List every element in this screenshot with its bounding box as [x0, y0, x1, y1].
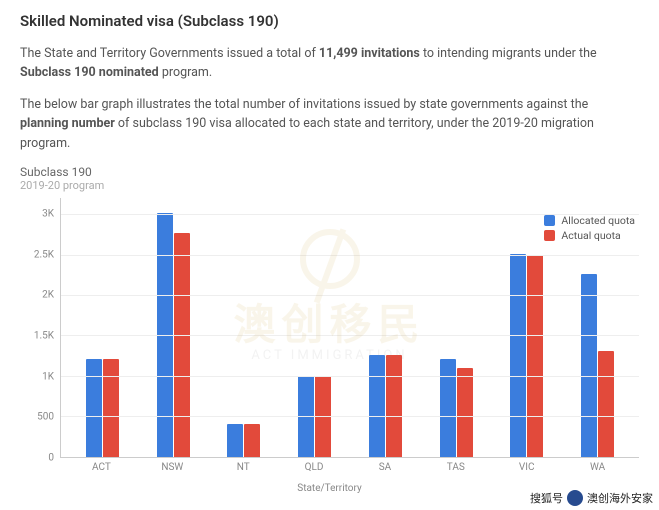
legend-label-actual: Actual quota [561, 229, 620, 242]
bar [244, 424, 260, 457]
xtick-label: TAS [434, 462, 478, 473]
xtick-label: QLD [292, 462, 336, 473]
legend-item-actual: Actual quota [544, 229, 635, 242]
bar [386, 355, 402, 457]
gridline [61, 255, 639, 256]
p1c: to intending migrants under the [420, 46, 597, 61]
xtick-label: NT [221, 462, 265, 473]
xtick-label: VIC [505, 462, 549, 473]
attribution-avatar [567, 490, 583, 506]
program-name: Subclass 190 nominated [20, 65, 159, 80]
chart-yaxis: 05001K1.5K2K2.5K3K [20, 198, 60, 458]
p1e: program. [159, 65, 212, 80]
bar [457, 368, 473, 457]
gridline [61, 295, 639, 296]
chart-title: Subclass 190 [20, 165, 639, 179]
bar-group [505, 254, 549, 457]
ytick-label: 1K [42, 371, 54, 382]
ytick-label: 2K [42, 290, 54, 301]
bar [369, 355, 385, 457]
gridline [61, 376, 639, 377]
bar [103, 359, 119, 457]
legend-swatch-actual [544, 230, 555, 241]
intro-paragraph-2: The below bar graph illustrates the tota… [20, 95, 639, 153]
bar-group [363, 355, 407, 457]
chart-plot-area: 05001K1.5K2K2.5K3K Allocated quota Actua… [20, 198, 639, 458]
gridline [61, 214, 639, 215]
xtick-label: WA [576, 462, 620, 473]
gridline [61, 335, 639, 336]
ytick-label: 3K [42, 209, 54, 220]
chart-plot: Allocated quota Actual quota [60, 198, 639, 458]
bar-group [576, 274, 620, 457]
xtick-label: ACT [79, 462, 123, 473]
attribution-label: 搜狐号 [530, 490, 563, 506]
gridline [61, 416, 639, 417]
attribution: 搜狐号 澳创海外安家 [530, 490, 653, 506]
xtick-label: NSW [150, 462, 194, 473]
ytick-label: 0 [48, 452, 54, 463]
legend-label-allocated: Allocated quota [561, 214, 635, 227]
chart-subtitle: 2019-20 program [20, 179, 639, 192]
page-heading: Skilled Nominated visa (Subclass 190) [20, 12, 639, 30]
bar [440, 359, 456, 457]
bar-group [434, 359, 478, 457]
bar [598, 351, 614, 457]
bar [581, 274, 597, 457]
ytick-label: 1.5K [34, 331, 54, 342]
ytick-label: 500 [37, 412, 54, 423]
attribution-author: 澳创海外安家 [587, 490, 653, 506]
bar [227, 424, 243, 457]
chart-container: Subclass 190 2019-20 program 0 500 1K 1.5K 2… [0, 165, 659, 494]
planning-number: planning number [20, 116, 115, 131]
invitation-count: 11,499 invitations [319, 46, 420, 61]
ytick-label: 2.5K [34, 249, 54, 260]
p1a: The State and Territory Governments issu… [20, 46, 319, 61]
p2a: The below bar graph illustrates the tota… [20, 97, 588, 112]
bar [174, 233, 190, 456]
bar [86, 359, 102, 457]
intro-paragraph-1: The State and Territory Governments issu… [20, 44, 639, 83]
bar-group [80, 359, 124, 457]
xtick-label: SA [363, 462, 407, 473]
bar [510, 254, 526, 457]
chart-xlabels: ACT NSW NT QLD SA TAS VIC WA [20, 462, 639, 473]
legend-swatch-allocated [544, 215, 555, 226]
bar-group [222, 424, 266, 457]
bar [527, 255, 543, 457]
legend-item-allocated: Allocated quota [544, 214, 635, 227]
